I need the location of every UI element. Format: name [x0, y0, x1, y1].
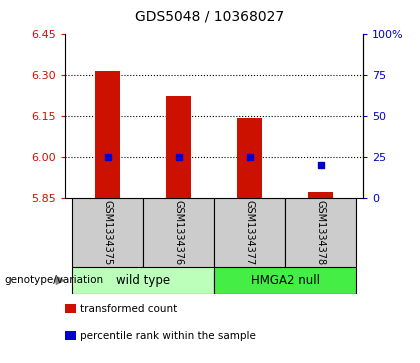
Text: wild type: wild type	[116, 274, 170, 287]
Bar	[166, 96, 191, 198]
Text: HMGA2 null: HMGA2 null	[251, 274, 320, 287]
Bar	[214, 198, 285, 267]
Bar	[143, 198, 214, 267]
Text: percentile rank within the sample: percentile rank within the sample	[80, 331, 256, 341]
Text: GSM1334378: GSM1334378	[316, 200, 326, 265]
Bar	[237, 118, 262, 198]
Text: GSM1334377: GSM1334377	[245, 200, 255, 265]
Bar	[72, 267, 214, 294]
Bar	[285, 198, 356, 267]
Text: GSM1334375: GSM1334375	[103, 200, 113, 265]
Bar	[95, 71, 120, 198]
Bar	[72, 198, 143, 267]
Text: genotype/variation: genotype/variation	[4, 276, 103, 285]
FancyArrow shape	[55, 277, 64, 285]
Text: transformed count: transformed count	[80, 303, 177, 314]
Text: GDS5048 / 10368027: GDS5048 / 10368027	[135, 9, 285, 23]
Bar	[308, 192, 333, 198]
Bar	[214, 267, 356, 294]
Text: GSM1334376: GSM1334376	[174, 200, 184, 265]
